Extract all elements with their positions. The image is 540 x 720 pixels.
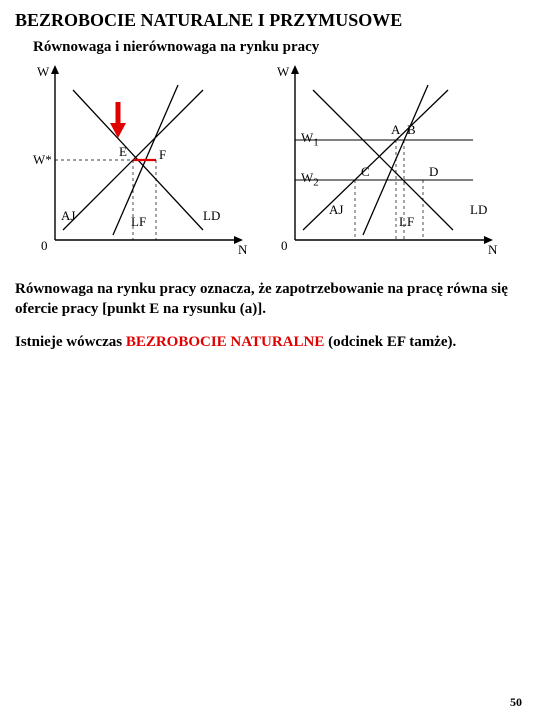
chart-a-e: E: [119, 144, 127, 160]
chart-b-svg: [273, 60, 503, 260]
para2-lead: Istnieje wówczas: [15, 334, 126, 350]
chart-a-x-label: N: [238, 242, 247, 258]
chart-b-origin: 0: [281, 238, 288, 254]
chart-b-c: C: [361, 164, 370, 180]
chart-a-f: F: [159, 147, 166, 163]
chart-b: W W1 W2 A B C D AJ LF LD 0 N: [273, 60, 493, 260]
page-number: 50: [510, 695, 522, 710]
paragraph-1: Równowaga na rynku pracy oznacza, że zap…: [15, 280, 525, 319]
chart-a-lf: LF: [131, 214, 146, 230]
chart-a-y-label: W: [37, 64, 49, 80]
chart-b-aj: AJ: [329, 202, 343, 218]
page-title: BEZROBOCIE NATURALNE I PRZYMUSOWE: [15, 10, 525, 31]
chart-a-ld: LD: [203, 208, 220, 224]
charts-row: W W* E F AJ LF LD 0 N: [33, 60, 525, 260]
chart-b-y-label: W: [277, 64, 289, 80]
chart-a-aj: AJ: [61, 208, 75, 224]
para2-highlight: BEZROBOCIE NATURALNE: [126, 334, 325, 350]
chart-a-wstar: W*: [33, 152, 52, 168]
chart-b-w1: W1: [301, 130, 319, 149]
chart-b-a: A: [391, 122, 400, 138]
chart-a-origin: 0: [41, 238, 48, 254]
chart-b-ld: LD: [470, 202, 487, 218]
paragraph-2: Istnieje wówczas BEZROBOCIE NATURALNE (o…: [15, 333, 525, 353]
chart-b-w2: W2: [301, 170, 319, 189]
chart-b-d: D: [429, 164, 438, 180]
chart-b-b: B: [407, 122, 416, 138]
chart-a-svg: [33, 60, 253, 260]
chart-b-x-label: N: [488, 242, 497, 258]
chart-a: W W* E F AJ LF LD 0 N: [33, 60, 253, 260]
chart-b-lf: LF: [399, 214, 414, 230]
para2-tail: (odcinek EF tamże).: [324, 334, 456, 350]
page-subtitle: Równowaga i nierównowaga na rynku pracy: [33, 39, 525, 56]
